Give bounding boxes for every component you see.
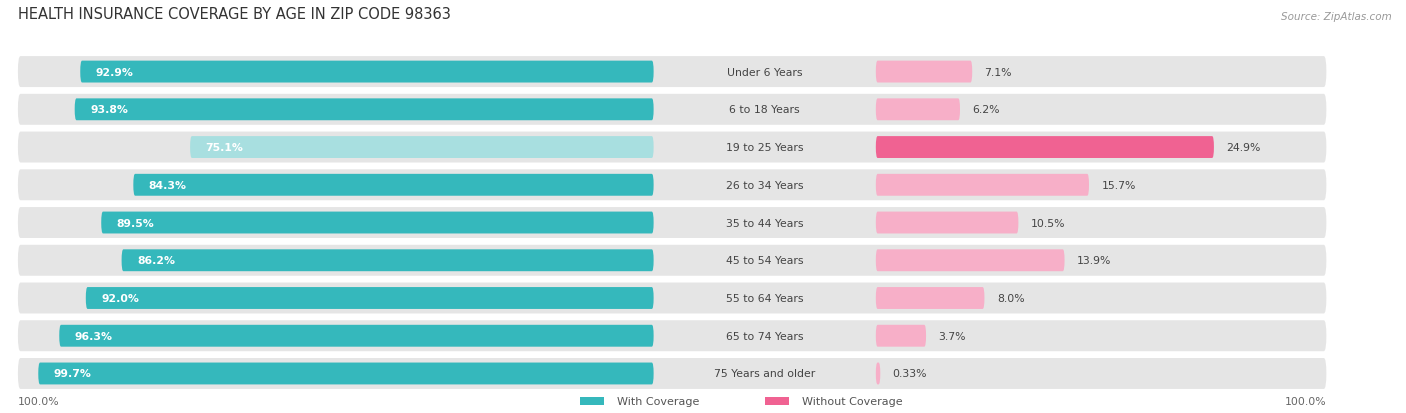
Text: 93.8%: 93.8% <box>90 105 128 115</box>
FancyBboxPatch shape <box>876 325 927 347</box>
Text: 86.2%: 86.2% <box>136 256 174 266</box>
FancyBboxPatch shape <box>18 320 1326 351</box>
Text: 3.7%: 3.7% <box>938 331 966 341</box>
Bar <box>579 396 605 405</box>
Text: 92.0%: 92.0% <box>101 293 139 303</box>
FancyBboxPatch shape <box>38 363 654 385</box>
FancyBboxPatch shape <box>876 99 960 121</box>
FancyBboxPatch shape <box>18 57 1326 88</box>
Text: 24.9%: 24.9% <box>1226 143 1261 153</box>
Text: 99.7%: 99.7% <box>53 368 91 379</box>
FancyBboxPatch shape <box>876 287 984 309</box>
FancyBboxPatch shape <box>101 212 654 234</box>
FancyBboxPatch shape <box>18 358 1326 389</box>
Text: Under 6 Years: Under 6 Years <box>727 67 803 77</box>
FancyBboxPatch shape <box>18 208 1326 238</box>
FancyBboxPatch shape <box>876 212 1018 234</box>
Text: 45 to 54 Years: 45 to 54 Years <box>725 256 803 266</box>
FancyBboxPatch shape <box>75 99 654 121</box>
Text: 35 to 44 Years: 35 to 44 Years <box>725 218 803 228</box>
FancyBboxPatch shape <box>18 245 1326 276</box>
Text: HEALTH INSURANCE COVERAGE BY AGE IN ZIP CODE 98363: HEALTH INSURANCE COVERAGE BY AGE IN ZIP … <box>18 7 451 21</box>
FancyBboxPatch shape <box>18 170 1326 201</box>
FancyBboxPatch shape <box>876 363 880 385</box>
FancyBboxPatch shape <box>876 174 1090 196</box>
FancyBboxPatch shape <box>190 137 654 159</box>
Text: 75.1%: 75.1% <box>205 143 243 153</box>
Text: 13.9%: 13.9% <box>1077 256 1111 266</box>
Text: 6.2%: 6.2% <box>973 105 1000 115</box>
Text: 96.3%: 96.3% <box>75 331 112 341</box>
Text: 100.0%: 100.0% <box>1285 396 1326 406</box>
Text: 6 to 18 Years: 6 to 18 Years <box>730 105 800 115</box>
Text: 15.7%: 15.7% <box>1101 180 1136 190</box>
Bar <box>765 396 789 405</box>
Text: Without Coverage: Without Coverage <box>801 396 903 406</box>
Text: 19 to 25 Years: 19 to 25 Years <box>725 143 803 153</box>
FancyBboxPatch shape <box>876 137 1213 159</box>
Text: 10.5%: 10.5% <box>1031 218 1066 228</box>
FancyBboxPatch shape <box>18 283 1326 314</box>
Text: 100.0%: 100.0% <box>18 396 59 406</box>
Text: 84.3%: 84.3% <box>149 180 187 190</box>
FancyBboxPatch shape <box>134 174 654 196</box>
Text: 75 Years and older: 75 Years and older <box>714 368 815 379</box>
FancyBboxPatch shape <box>59 325 654 347</box>
Text: With Coverage: With Coverage <box>617 396 699 406</box>
Text: 65 to 74 Years: 65 to 74 Years <box>725 331 803 341</box>
FancyBboxPatch shape <box>86 287 654 309</box>
Text: 0.33%: 0.33% <box>893 368 927 379</box>
FancyBboxPatch shape <box>80 62 654 83</box>
FancyBboxPatch shape <box>876 62 972 83</box>
FancyBboxPatch shape <box>18 132 1326 163</box>
Text: 55 to 64 Years: 55 to 64 Years <box>725 293 803 303</box>
FancyBboxPatch shape <box>18 95 1326 126</box>
Text: 89.5%: 89.5% <box>117 218 155 228</box>
Text: Source: ZipAtlas.com: Source: ZipAtlas.com <box>1281 12 1392 22</box>
FancyBboxPatch shape <box>121 250 654 272</box>
Text: 7.1%: 7.1% <box>984 67 1012 77</box>
FancyBboxPatch shape <box>876 250 1064 272</box>
Text: 8.0%: 8.0% <box>997 293 1025 303</box>
Text: 26 to 34 Years: 26 to 34 Years <box>725 180 803 190</box>
Text: 92.9%: 92.9% <box>96 67 134 77</box>
